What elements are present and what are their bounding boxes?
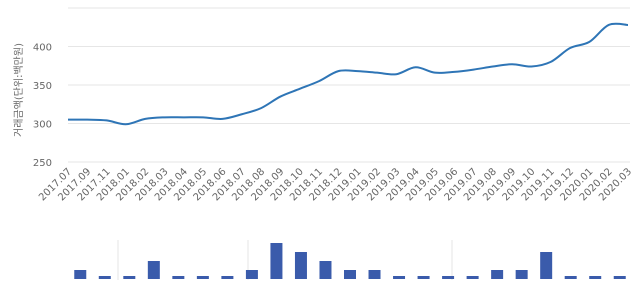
y-tick-label: 350 bbox=[33, 81, 52, 92]
volume-bar bbox=[344, 270, 356, 279]
volume-bar bbox=[515, 270, 528, 279]
price-line bbox=[67, 22, 629, 126]
volume-bar bbox=[589, 276, 602, 279]
volume-bar bbox=[221, 276, 234, 279]
volume-bar bbox=[74, 270, 87, 279]
y-tick-label: 250 bbox=[33, 158, 52, 169]
volume-bar bbox=[540, 252, 553, 279]
volume-bar bbox=[196, 276, 209, 279]
volume-bar bbox=[98, 276, 111, 279]
volume-bar bbox=[417, 276, 430, 279]
volume-bar bbox=[613, 276, 626, 279]
volume-bar bbox=[564, 276, 577, 279]
volume-bar bbox=[466, 276, 479, 279]
volume-bar bbox=[294, 252, 307, 279]
volume-bar bbox=[245, 270, 258, 279]
volume-bar bbox=[319, 261, 332, 279]
volume-bar bbox=[123, 276, 136, 279]
volume-bar bbox=[491, 270, 504, 279]
y-tick-label: 300 bbox=[33, 120, 52, 131]
volume-bar bbox=[172, 276, 185, 279]
volume-bar bbox=[147, 261, 160, 279]
volume-bar bbox=[368, 270, 381, 279]
volume-bar bbox=[442, 276, 455, 279]
volume-bar bbox=[270, 243, 283, 279]
y-axis-title: 거래금액(단위:백만원) bbox=[12, 43, 25, 137]
y-tick-label: 400 bbox=[33, 43, 52, 54]
volume-bar bbox=[393, 276, 406, 279]
